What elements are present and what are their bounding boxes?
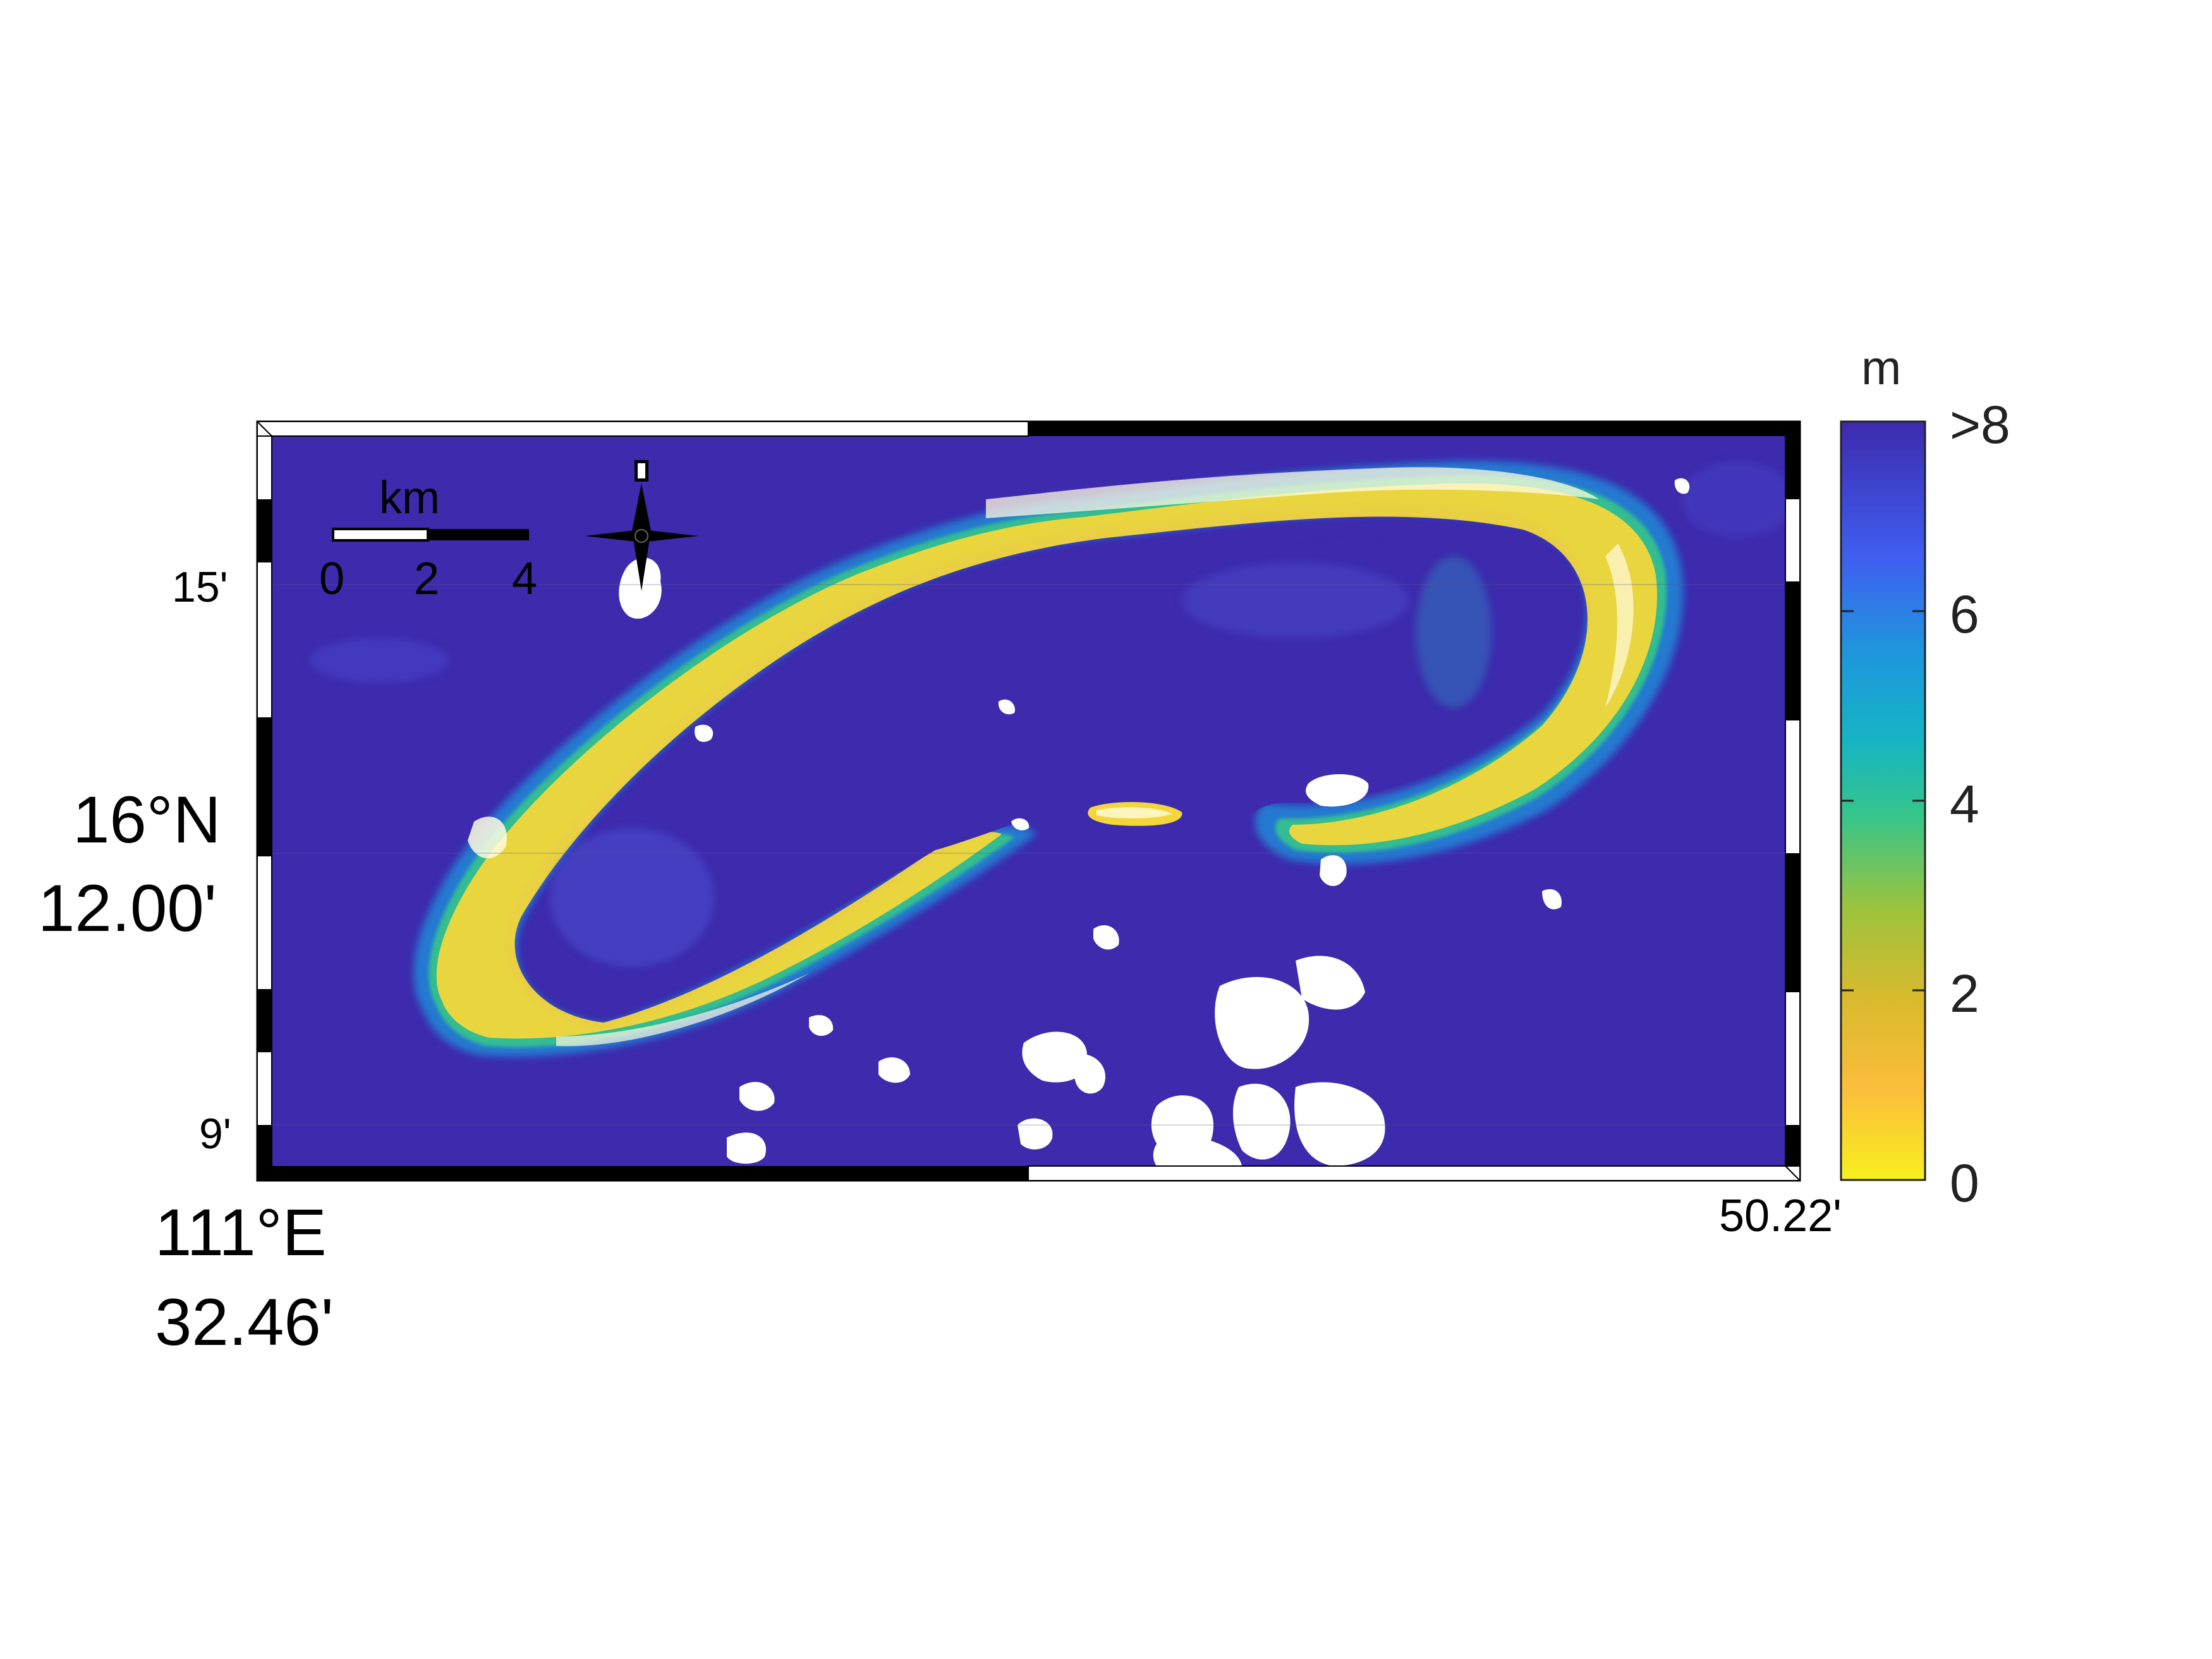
map-frame	[256, 420, 1801, 1182]
scale-bar	[332, 528, 529, 542]
scale-bar-tick-0: 0	[319, 554, 345, 604]
lat-label-main-deg: 16°N	[73, 783, 221, 857]
colorbar-gradient	[1840, 420, 1926, 1181]
lon-label-left-deg: 111°E	[155, 1196, 327, 1270]
north-arrow-icon	[585, 460, 698, 591]
colorbar-tick-label-8: >8	[1950, 395, 2010, 454]
colorbar-tick-label-2: 2	[1950, 964, 1979, 1023]
atoll-reef	[413, 461, 1684, 1057]
scale-bar-tick-2: 2	[414, 554, 440, 604]
colorbar-tick-label-6: 6	[1950, 585, 1979, 644]
scale-bar-tick-4: 4	[512, 554, 538, 604]
bathymetry-map	[272, 436, 1785, 1166]
lat-label-bottom-minor: 9'	[199, 1110, 231, 1158]
lon-label-right-min: 50.22'	[1719, 1191, 1842, 1241]
colorbar-tick-label-4: 4	[1950, 774, 1979, 834]
colorbar-tick-label-0: 0	[1950, 1153, 1979, 1213]
colorbar	[1840, 420, 1926, 1181]
lat-label-main-min: 12.00'	[38, 872, 217, 945]
scale-bar-unit: km	[379, 473, 440, 523]
lat-label-top-minor: 15'	[172, 563, 228, 611]
colorbar-ticks	[1841, 420, 1925, 1181]
colorbar-unit: m	[1861, 341, 1902, 395]
clouds	[619, 478, 1690, 1166]
lon-label-left-min: 32.46'	[155, 1285, 334, 1359]
